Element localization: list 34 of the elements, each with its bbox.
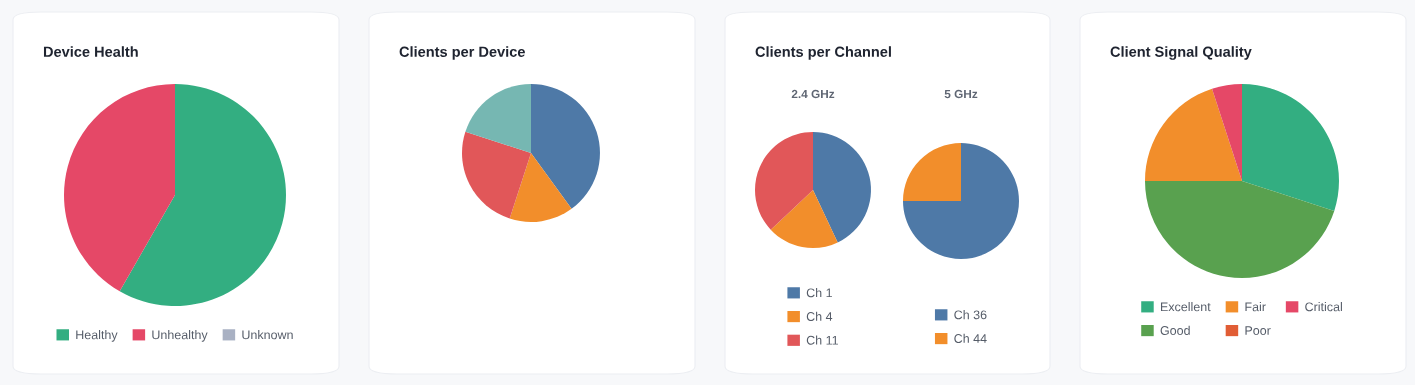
pie-slice [509, 153, 572, 222]
pie-slice [465, 84, 531, 153]
pie-slice [903, 143, 1019, 259]
chart-subtitle: 5 GHz [944, 89, 978, 99]
pie-slice [1212, 84, 1242, 181]
legend-label: Unhealthy [152, 330, 208, 342]
pie-slice [903, 143, 961, 201]
chart-title: Clients per Channel [755, 46, 891, 60]
pie-slice [755, 132, 813, 230]
pie-slice [462, 131, 531, 219]
pie-slice [119, 84, 286, 306]
pie-slice [64, 84, 175, 292]
legend-label: Fair [1245, 302, 1266, 312]
legend-label: Good [1160, 325, 1190, 335]
chart-title: Client Signal Quality [1110, 46, 1252, 60]
pie-slice [531, 84, 600, 209]
legend-label: Ch 1 [806, 288, 832, 298]
pie-slice [1242, 84, 1339, 211]
legend-label: Ch 36 [954, 310, 987, 320]
pie-slice [1145, 181, 1335, 278]
legend-label: Ch 11 [806, 335, 838, 345]
legend-label: Healthy [76, 330, 118, 342]
chart-title: Clients per Device [399, 46, 525, 60]
pie-slice [813, 132, 871, 243]
legend-label: Excellent [1160, 302, 1211, 312]
legend-label: Critical [1305, 302, 1342, 312]
legend-label: Ch 44 [954, 333, 987, 343]
chart-title: Device Health [43, 46, 138, 57]
chart-subtitle: 2.4 GHz [791, 89, 835, 99]
legend-label: Ch 4 [806, 311, 833, 321]
legend-label: Poor [1245, 326, 1271, 335]
pie-slice [770, 190, 838, 248]
pie-slice [1145, 88, 1242, 181]
legend-label: Unknown [242, 330, 293, 340]
